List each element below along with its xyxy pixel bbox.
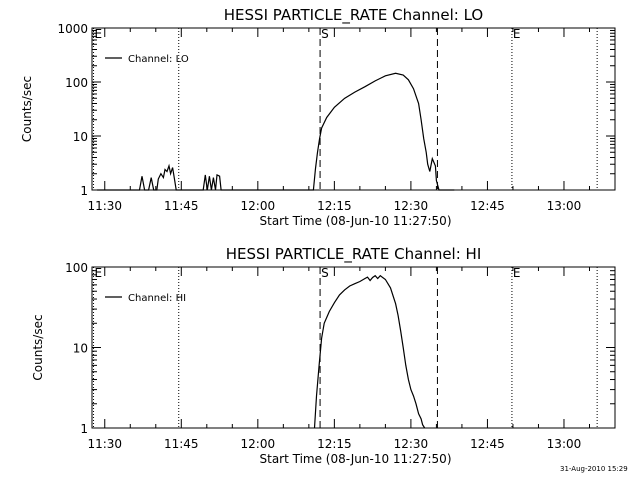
y-tick-label: 100 bbox=[65, 261, 88, 275]
x-tick-label: 12:45 bbox=[470, 199, 505, 213]
x-tick-label: 11:45 bbox=[164, 437, 199, 451]
x-tick-label: 12:30 bbox=[394, 199, 429, 213]
x-tick-label: 12:00 bbox=[241, 437, 276, 451]
x-tick-label: 13:00 bbox=[547, 437, 582, 451]
x-tick-label: 12:00 bbox=[241, 199, 276, 213]
chart-title: HESSI PARTICLE_RATE Channel: HI bbox=[226, 245, 482, 264]
x-axis-label: Start Time (08-Jun-10 11:27:50) bbox=[260, 452, 452, 466]
y-tick-label: 10 bbox=[73, 342, 88, 356]
y-tick-label: 100 bbox=[65, 76, 88, 90]
plot-frame bbox=[91, 27, 616, 191]
event-marker-label: S bbox=[321, 266, 329, 280]
x-tick-label: 11:30 bbox=[87, 437, 122, 451]
legend-label: Channel: LO bbox=[128, 54, 189, 65]
chart-title: HESSI PARTICLE_RATE Channel: LO bbox=[224, 6, 483, 25]
chart-panel-1: HESSI PARTICLE_RATE Channel: HI 1 10 100 11:… bbox=[31, 245, 616, 466]
x-tick-label: 11:30 bbox=[87, 199, 122, 213]
data-series-line bbox=[97, 72, 455, 191]
y-tick-label: 1000 bbox=[57, 22, 88, 36]
y-axis-label: Counts/sec bbox=[31, 314, 45, 380]
x-tick-label: 12:15 bbox=[317, 437, 352, 451]
event-marker-label: E bbox=[513, 27, 521, 41]
x-tick-label: 12:30 bbox=[394, 437, 429, 451]
x-tick-label: 12:15 bbox=[317, 199, 352, 213]
x-tick-label: 13:00 bbox=[547, 199, 582, 213]
y-tick-label: 1 bbox=[80, 184, 88, 198]
y-axis-label: Counts/sec bbox=[20, 76, 34, 142]
event-marker-label: E bbox=[95, 27, 103, 41]
x-axis-label: Start Time (08-Jun-10 11:27:50) bbox=[260, 214, 452, 228]
x-tick-label: 11:45 bbox=[164, 199, 199, 213]
x-tick-label: 12:45 bbox=[470, 437, 505, 451]
y-tick-label: 10 bbox=[73, 130, 88, 144]
event-marker-label: E bbox=[513, 266, 521, 280]
chart-panel-0: HESSI PARTICLE_RATE Channel: LO 1 10 100 100… bbox=[20, 6, 616, 228]
plot-frame bbox=[91, 266, 616, 429]
data-series-line bbox=[313, 274, 426, 429]
event-marker-label: S bbox=[321, 27, 329, 41]
timestamp-label: 31-Aug-2010 15:29 bbox=[560, 465, 628, 473]
event-marker-label: E bbox=[95, 266, 103, 280]
legend-label: Channel: HI bbox=[128, 293, 186, 304]
y-tick-label: 1 bbox=[80, 422, 88, 436]
